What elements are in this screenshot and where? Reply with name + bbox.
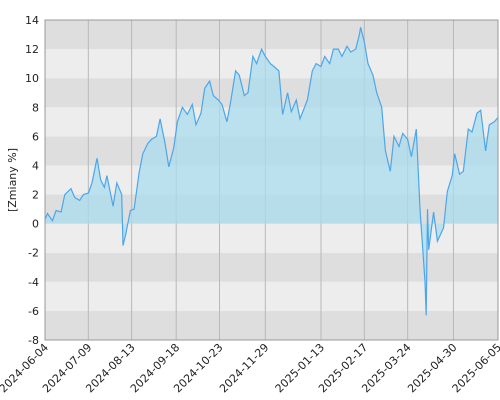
line	[44, 27, 499, 316]
y-tick-label: 4	[32, 159, 39, 172]
band	[45, 310, 498, 340]
y-tick-label: -2	[28, 247, 39, 260]
area	[45, 27, 498, 316]
y-tick-label: -4	[28, 276, 39, 289]
y-tick-label: 8	[32, 101, 39, 114]
band	[45, 20, 498, 50]
y-tick-label: 12	[25, 43, 39, 56]
y-axis-label: [Zmiany %]	[6, 148, 19, 212]
band	[45, 281, 498, 311]
plot-border	[44, 19, 499, 341]
y-tick-label: 0	[32, 218, 39, 231]
y-tick-label: -8	[28, 334, 39, 347]
y-tick-label: 14	[25, 14, 39, 27]
y-tick-label: -6	[28, 305, 39, 318]
x-tick-label: 2024-11-29	[217, 341, 271, 395]
y-tick-label: 2	[32, 189, 39, 202]
y-tick-label: 10	[25, 72, 39, 85]
y-tick-label: 6	[32, 130, 39, 143]
band	[45, 252, 498, 282]
